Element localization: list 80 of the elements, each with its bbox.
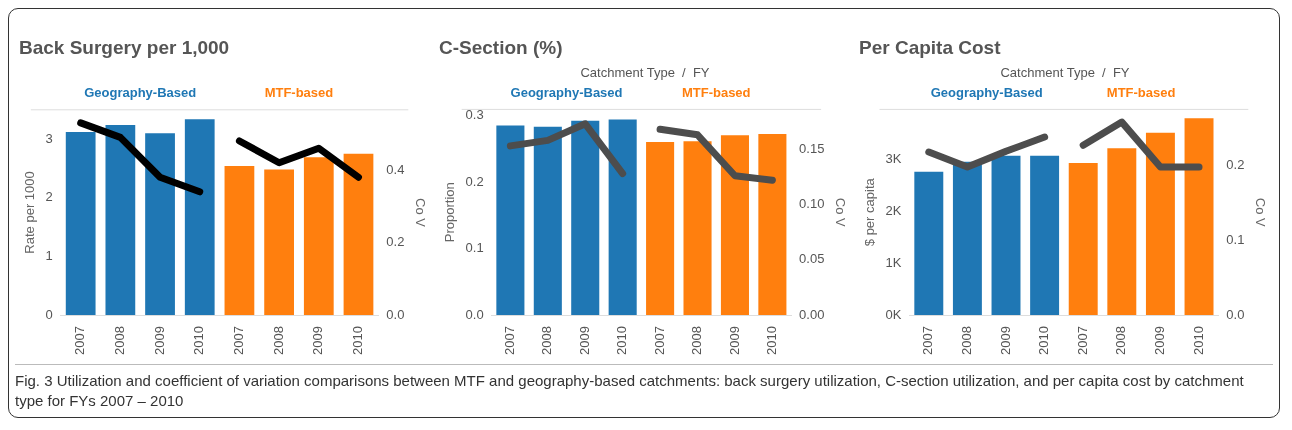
text: Geography-Based xyxy=(930,84,1043,100)
text: MTF-based xyxy=(681,84,751,100)
x-tick-label: 2008 xyxy=(111,326,127,355)
y2-axis-title: Co V xyxy=(832,197,848,228)
x-tick-label: 2008 xyxy=(689,326,705,355)
bar xyxy=(145,133,175,316)
x-tick-label: 2010 xyxy=(614,326,630,355)
series-label: Geography-Based xyxy=(510,84,623,100)
y-tick-label: 0.1 xyxy=(465,240,484,256)
chart-title: Back Surgery per 1,000 xyxy=(19,36,230,58)
caption: Fig. 3 Utilization and coefficient of variation comparisons between MTF and geography-based catchments: back surgery utilization, C-section utilization, and per capita cost by catchment type for FYs 2007 – 2010 xyxy=(15,371,1245,411)
bar xyxy=(952,161,982,316)
x-tick-label: 2010 xyxy=(1190,326,1206,355)
chart-title: Per Capita Cost xyxy=(859,36,1002,58)
y2-tick-label: 0.0 xyxy=(386,306,405,322)
y-tick-label: 0.3 xyxy=(465,106,484,122)
bar xyxy=(343,153,374,316)
y2-tick-label: 0.0 xyxy=(1226,306,1245,322)
y-tick-label: 3 xyxy=(45,130,53,146)
x-tick-label: 2007 xyxy=(501,326,517,355)
bar xyxy=(1068,162,1098,316)
bar xyxy=(991,155,1021,316)
y2-tick-label: 0.10 xyxy=(799,196,825,212)
y2-tick-label: 0.2 xyxy=(1226,157,1245,173)
x-tick-label: 2008 xyxy=(270,326,286,355)
y2-tick-label: 0.2 xyxy=(386,234,405,250)
chart-title: C-Section (%) xyxy=(439,36,563,58)
x-tick-label: 2008 xyxy=(539,326,555,355)
y-tick-label: 1 xyxy=(45,248,53,264)
bar xyxy=(303,157,334,316)
x-tick-label: 2007 xyxy=(1074,326,1090,355)
x-tick-label: 2007 xyxy=(651,326,667,355)
x-tick-label: 2008 xyxy=(1113,326,1129,355)
x-axis-title: Catchment Type / FY xyxy=(580,65,710,81)
text: MTF-based xyxy=(264,85,334,101)
y2-tick-label: 0.1 xyxy=(1226,231,1245,247)
y-axis-title: Proportion xyxy=(442,182,458,243)
bar xyxy=(1184,118,1214,316)
y-tick-label: 3K xyxy=(885,150,902,166)
x-tick-label: 2007 xyxy=(920,326,936,355)
bar xyxy=(1107,148,1137,316)
x-axis-title: Catchment Type / FY xyxy=(1000,65,1130,81)
x-tick-label: 2008 xyxy=(958,326,974,355)
x-tick-label: 2010 xyxy=(763,326,779,355)
x-tick-label: 2010 xyxy=(191,326,207,355)
y-tick-label: 0K xyxy=(885,306,902,322)
y-axis-title: Rate per 1000 xyxy=(22,171,38,254)
x-tick-label: 2010 xyxy=(1036,326,1052,355)
bar xyxy=(184,119,215,316)
y2-tick-label: 0.00 xyxy=(799,306,825,322)
x-tick-label: 2009 xyxy=(576,326,592,355)
x-tick-label: 2009 xyxy=(310,326,326,355)
y2-axis-title: Co V xyxy=(412,197,428,228)
y2-tick-label: 0.05 xyxy=(799,251,825,267)
x-tick-label: 2009 xyxy=(997,326,1013,355)
bar xyxy=(1145,132,1175,316)
bar xyxy=(105,125,136,316)
bar xyxy=(224,166,255,316)
y-tick-label: 2 xyxy=(45,189,53,205)
series-label: Geography-Based xyxy=(84,85,197,101)
bar xyxy=(264,169,294,316)
y2-axis-title: Co V xyxy=(1252,197,1268,228)
series-label: MTF-based xyxy=(1106,84,1176,100)
x-tick-label: 2010 xyxy=(350,326,366,355)
x-tick-label: 2007 xyxy=(231,326,246,355)
bar xyxy=(914,171,944,316)
bar xyxy=(1030,155,1060,316)
y-axis-title: $ per capita xyxy=(862,177,878,247)
bar xyxy=(65,132,96,316)
x-tick-label: 2009 xyxy=(151,326,167,355)
y-tick-label: 0.0 xyxy=(465,306,484,322)
y-tick-label: 0 xyxy=(45,306,53,322)
x-tick-label: 2009 xyxy=(726,326,742,355)
y-tick-label: 0.2 xyxy=(465,173,484,189)
x-tick-label: 2007 xyxy=(72,326,88,355)
x-tick-label: 2009 xyxy=(1152,326,1167,355)
y2-tick-label: 0.4 xyxy=(386,161,405,177)
y-tick-label: 2K xyxy=(885,202,902,218)
y2-tick-label: 0.15 xyxy=(799,140,825,156)
y-tick-label: 1K xyxy=(885,254,902,270)
